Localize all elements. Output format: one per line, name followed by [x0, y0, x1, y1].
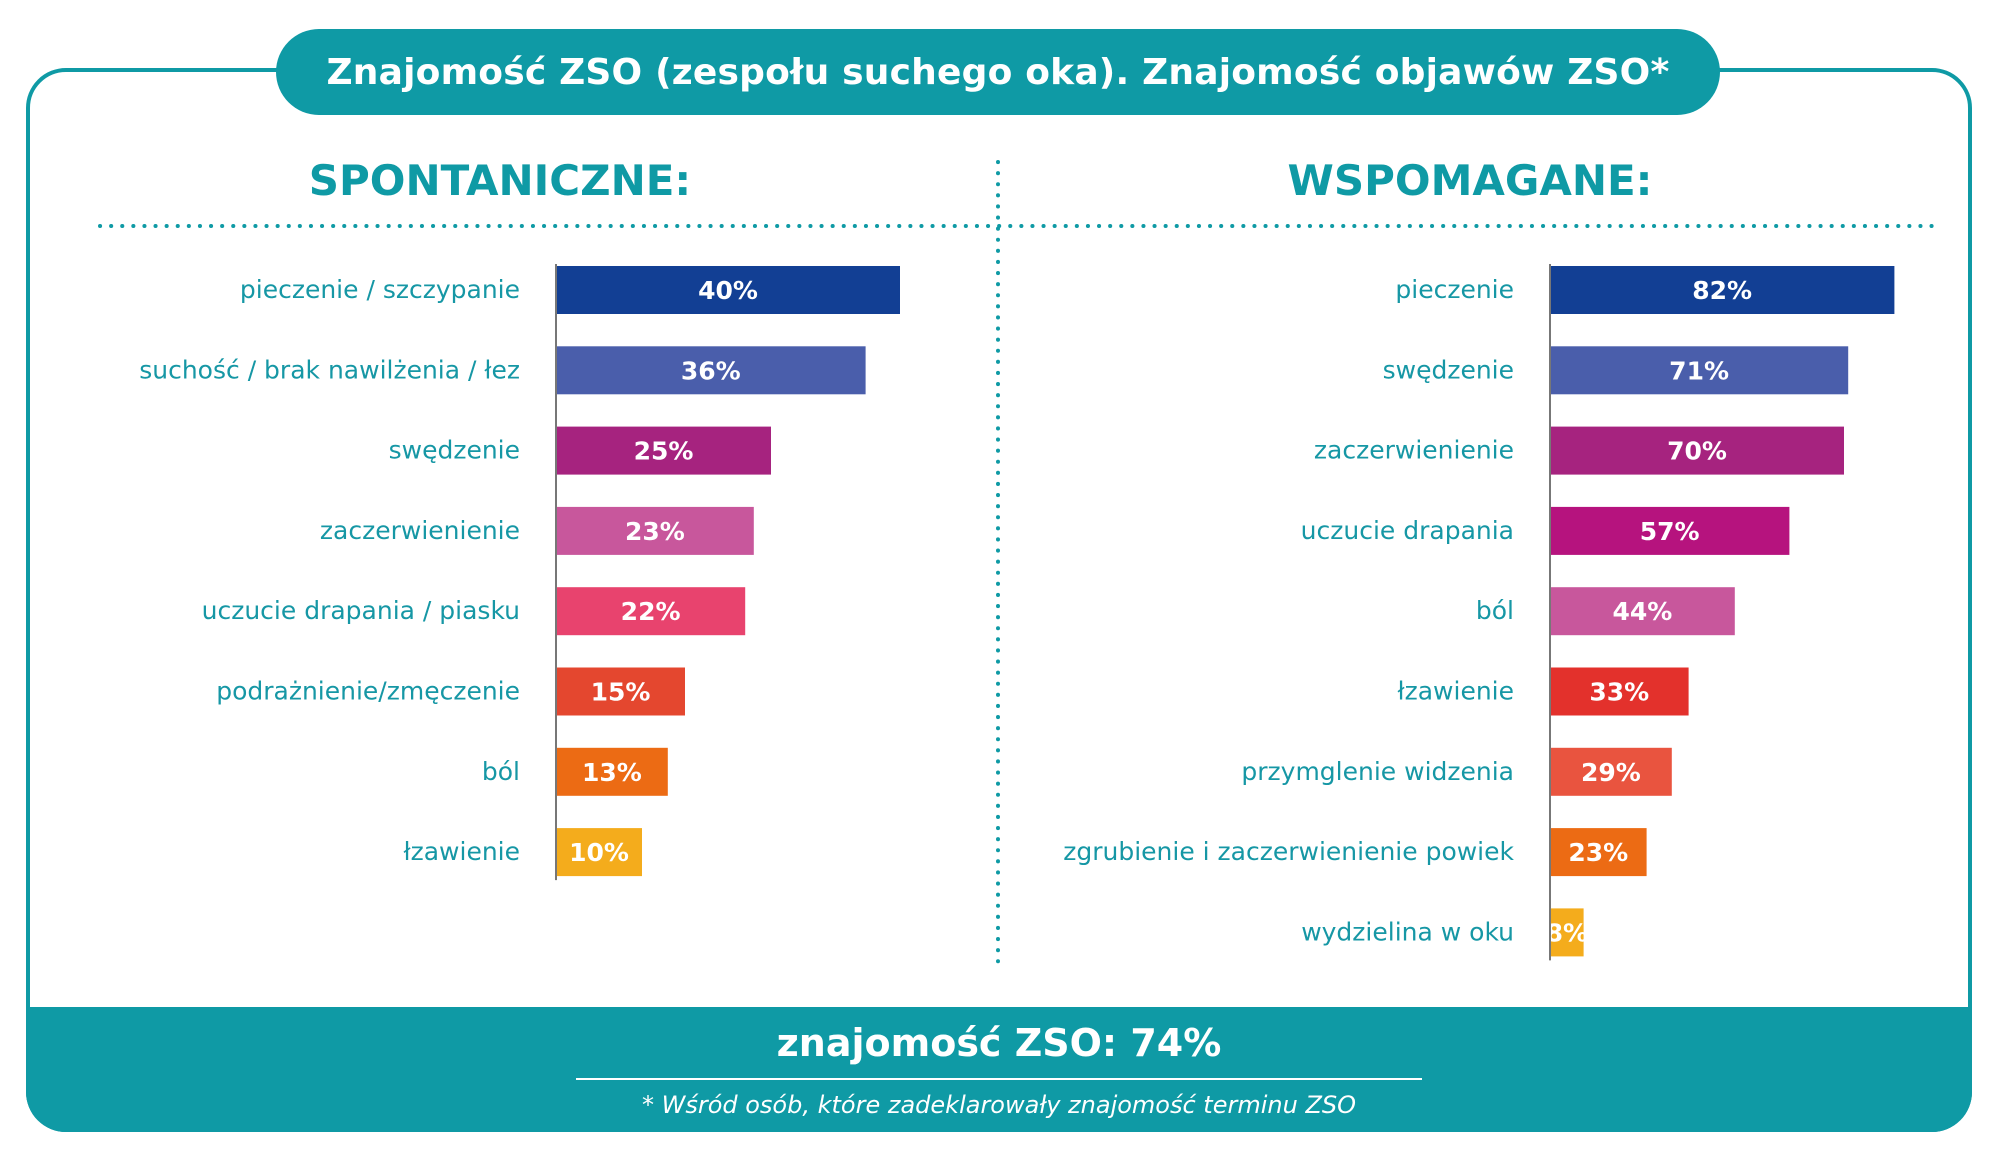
bar-aided-7 — [1550, 828, 1647, 877]
right-chart-title: WSPOMAGANE: — [1287, 155, 1653, 205]
category-label: łzawienie — [1398, 677, 1515, 706]
bar-spontaneous-5 — [556, 667, 685, 716]
category-label: zaczerwienienie — [1314, 436, 1514, 465]
bar-value-label: 44% — [1612, 597, 1672, 626]
category-label: zaczerwienienie — [320, 516, 520, 545]
category-label: łzawienie — [404, 837, 521, 866]
charts-canvas: 40% pieczenie / szczypanie 36% suchość / br… — [98, 160, 1944, 964]
bar-aided-6 — [1550, 747, 1672, 796]
category-label: uczucie drapania — [1301, 516, 1514, 545]
category-label: swędzenie — [389, 436, 520, 465]
bar-value-label: 36% — [681, 356, 741, 385]
bar-spontaneous-3 — [556, 506, 754, 555]
category-label: pieczenie / szczypanie — [240, 275, 520, 304]
bar-spontaneous-6 — [556, 747, 668, 796]
bar-value-label: 10% — [569, 838, 629, 867]
right-bar-chart: 82% pieczenie 71% swędzenie 70% zaczerwienien… — [1063, 264, 1895, 961]
bar-value-label: 29% — [1581, 758, 1641, 787]
bar-aided-5 — [1550, 667, 1689, 716]
bar-value-label: 8% — [1546, 918, 1588, 947]
category-label: swędzenie — [1383, 355, 1514, 384]
footer-divider — [576, 1078, 1422, 1080]
bar-value-label: 23% — [625, 517, 685, 546]
bar-aided-3 — [1550, 506, 1790, 555]
bar-spontaneous-7 — [556, 828, 642, 877]
bar-value-label: 15% — [591, 678, 651, 707]
bar-value-label: 57% — [1640, 517, 1700, 546]
category-label: pieczenie — [1395, 275, 1514, 304]
bar-aided-4 — [1550, 587, 1735, 636]
category-label: podrażnienie/zmęczenie — [216, 677, 520, 706]
category-label: ból — [1476, 596, 1514, 625]
footer-footnote: * Wśród osób, które zadeklarowały znajom… — [641, 1091, 1357, 1119]
category-label: uczucie drapania / piasku — [202, 596, 520, 625]
bar-spontaneous-0 — [556, 266, 900, 314]
footer-awareness-value: znajomość ZSO: 74% — [776, 1021, 1222, 1065]
bar-spontaneous-4 — [556, 587, 746, 636]
bar-spontaneous-2 — [556, 426, 771, 475]
bar-aided-2 — [1550, 426, 1844, 475]
footer-band: znajomość ZSO: 74% * Wśród osób, które z… — [26, 1007, 1972, 1132]
bar-value-label: 25% — [634, 437, 694, 466]
bar-value-label: 33% — [1589, 678, 1649, 707]
bar-aided-8 — [1550, 908, 1584, 957]
category-label: ból — [482, 757, 520, 786]
bar-value-label: 71% — [1669, 356, 1729, 385]
category-label: zgrubienie i zaczerwienienie powiek — [1063, 837, 1514, 866]
category-label: wydzielina w oku — [1301, 917, 1514, 946]
bar-aided-0 — [1550, 266, 1895, 314]
category-label: przymglenie widzenia — [1241, 757, 1514, 786]
bar-aided-1 — [1550, 346, 1849, 395]
bar-value-label: 70% — [1667, 437, 1727, 466]
page-title: Znajomość ZSO (zespołu suchego oka). Zna… — [276, 29, 1720, 115]
left-chart-title: SPONTANICZNE: — [308, 155, 692, 205]
bar-value-label: 22% — [621, 597, 681, 626]
bar-value-label: 82% — [1692, 276, 1752, 305]
bar-value-label: 13% — [582, 758, 642, 787]
bar-value-label: 23% — [1568, 838, 1628, 867]
bar-value-label: 40% — [698, 276, 758, 305]
category-label: suchość / brak nawilżenia / łez — [139, 355, 520, 384]
bar-spontaneous-1 — [556, 346, 866, 395]
left-bar-chart: 40% pieczenie / szczypanie 36% suchość / br… — [139, 264, 900, 881]
